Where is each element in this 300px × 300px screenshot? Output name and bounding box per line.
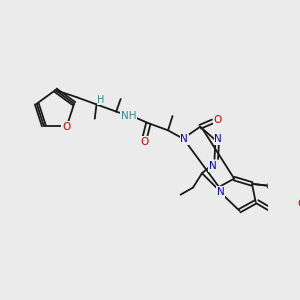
- Text: O: O: [297, 199, 300, 208]
- Text: N: N: [214, 134, 222, 144]
- Text: O: O: [213, 115, 221, 124]
- Text: NH: NH: [121, 111, 136, 121]
- Text: H: H: [97, 95, 105, 105]
- Text: O: O: [62, 122, 70, 132]
- Text: N: N: [180, 134, 188, 144]
- Text: N: N: [209, 161, 217, 171]
- Text: O: O: [141, 137, 149, 147]
- Text: N: N: [217, 187, 225, 197]
